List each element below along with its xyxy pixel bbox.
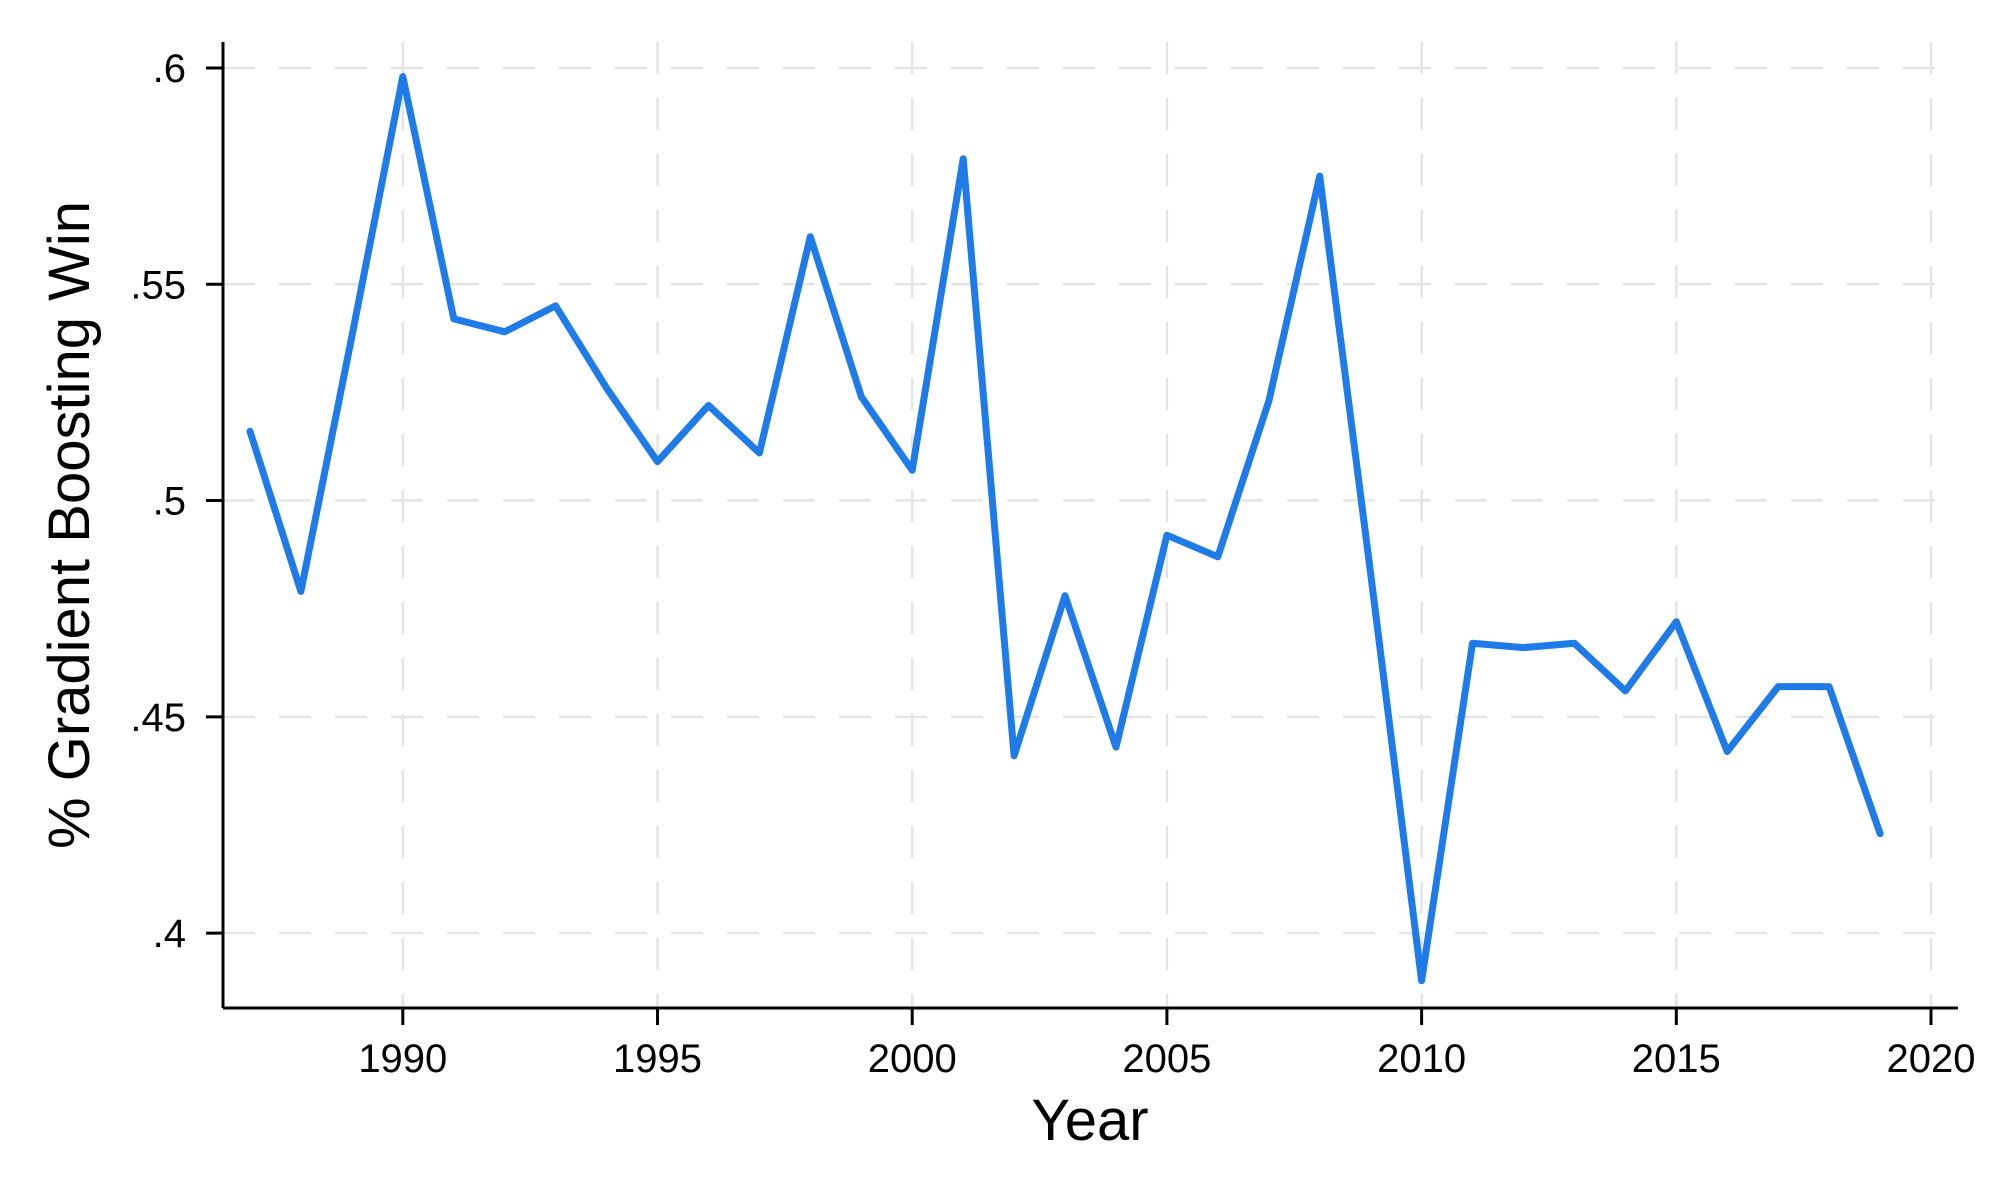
x-tick-label: 2015: [1632, 1037, 1721, 1081]
y-tick-label: .6: [153, 47, 186, 91]
x-tick-label: 2010: [1377, 1037, 1466, 1081]
y-tick-label: .45: [130, 696, 186, 740]
x-tick-label: 2005: [1122, 1037, 1211, 1081]
y-tick-label: .5: [153, 480, 186, 524]
x-tick-label: 2020: [1887, 1037, 1976, 1081]
x-tick-label: 2000: [868, 1037, 957, 1081]
y-axis-title: % Gradient Boosting Win: [37, 201, 102, 849]
y-tick-label: .4: [153, 912, 186, 956]
x-tick-label: 1990: [358, 1037, 447, 1081]
x-axis-title: Year: [1031, 1088, 1149, 1153]
y-tick-label: .55: [130, 263, 186, 307]
series-line: [246, 73, 1884, 985]
x-tick-label: 1995: [613, 1037, 702, 1081]
